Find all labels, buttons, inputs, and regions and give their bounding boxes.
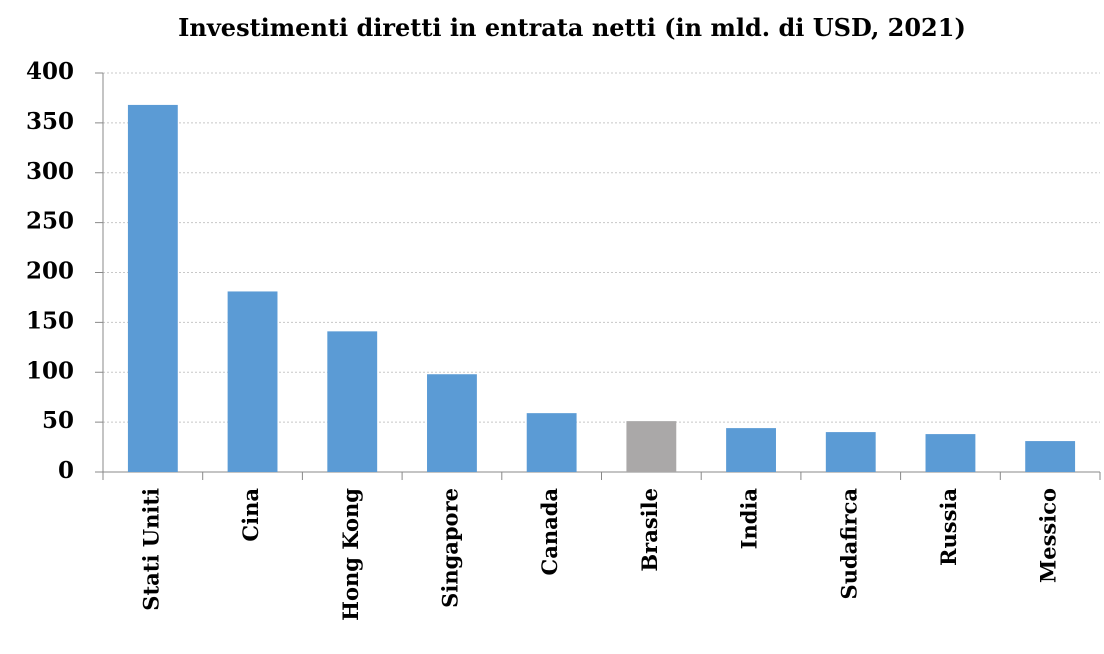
- y-tick-label: 150: [26, 307, 74, 334]
- x-tick-label: Messico: [1036, 488, 1061, 583]
- y-tick-label: 300: [26, 158, 74, 185]
- bar: [327, 331, 378, 472]
- y-tick-label: 250: [26, 208, 74, 235]
- y-tick-label: 400: [26, 58, 74, 85]
- y-tick-label: 50: [42, 407, 74, 434]
- chart-title: Investimenti diretti in entrata netti (i…: [178, 13, 966, 42]
- bar: [825, 432, 876, 472]
- x-tick-label: Canada: [537, 488, 562, 576]
- x-tick-label: Brasile: [637, 488, 662, 572]
- bar: [726, 428, 776, 472]
- x-tick-label: Russia: [936, 488, 961, 566]
- bar: [925, 434, 976, 472]
- bar: [1025, 441, 1076, 472]
- x-tick-label: Singapore: [437, 488, 462, 608]
- y-tick-label: 200: [26, 258, 74, 285]
- x-tick-label: Stati Uniti: [138, 488, 163, 611]
- bar: [427, 374, 477, 472]
- y-tick-label: 0: [58, 457, 74, 484]
- x-tick-label: Sudafirca: [836, 488, 861, 600]
- x-tick-label: Cina: [238, 488, 263, 542]
- x-tick-label: Hong Kong: [338, 488, 363, 621]
- y-tick-label: 100: [26, 357, 74, 384]
- bar: [626, 421, 677, 472]
- bar: [227, 291, 278, 472]
- bar: [526, 413, 577, 472]
- x-tick-label: India: [737, 488, 762, 550]
- y-tick-label: 350: [26, 108, 74, 135]
- bar: [127, 104, 178, 473]
